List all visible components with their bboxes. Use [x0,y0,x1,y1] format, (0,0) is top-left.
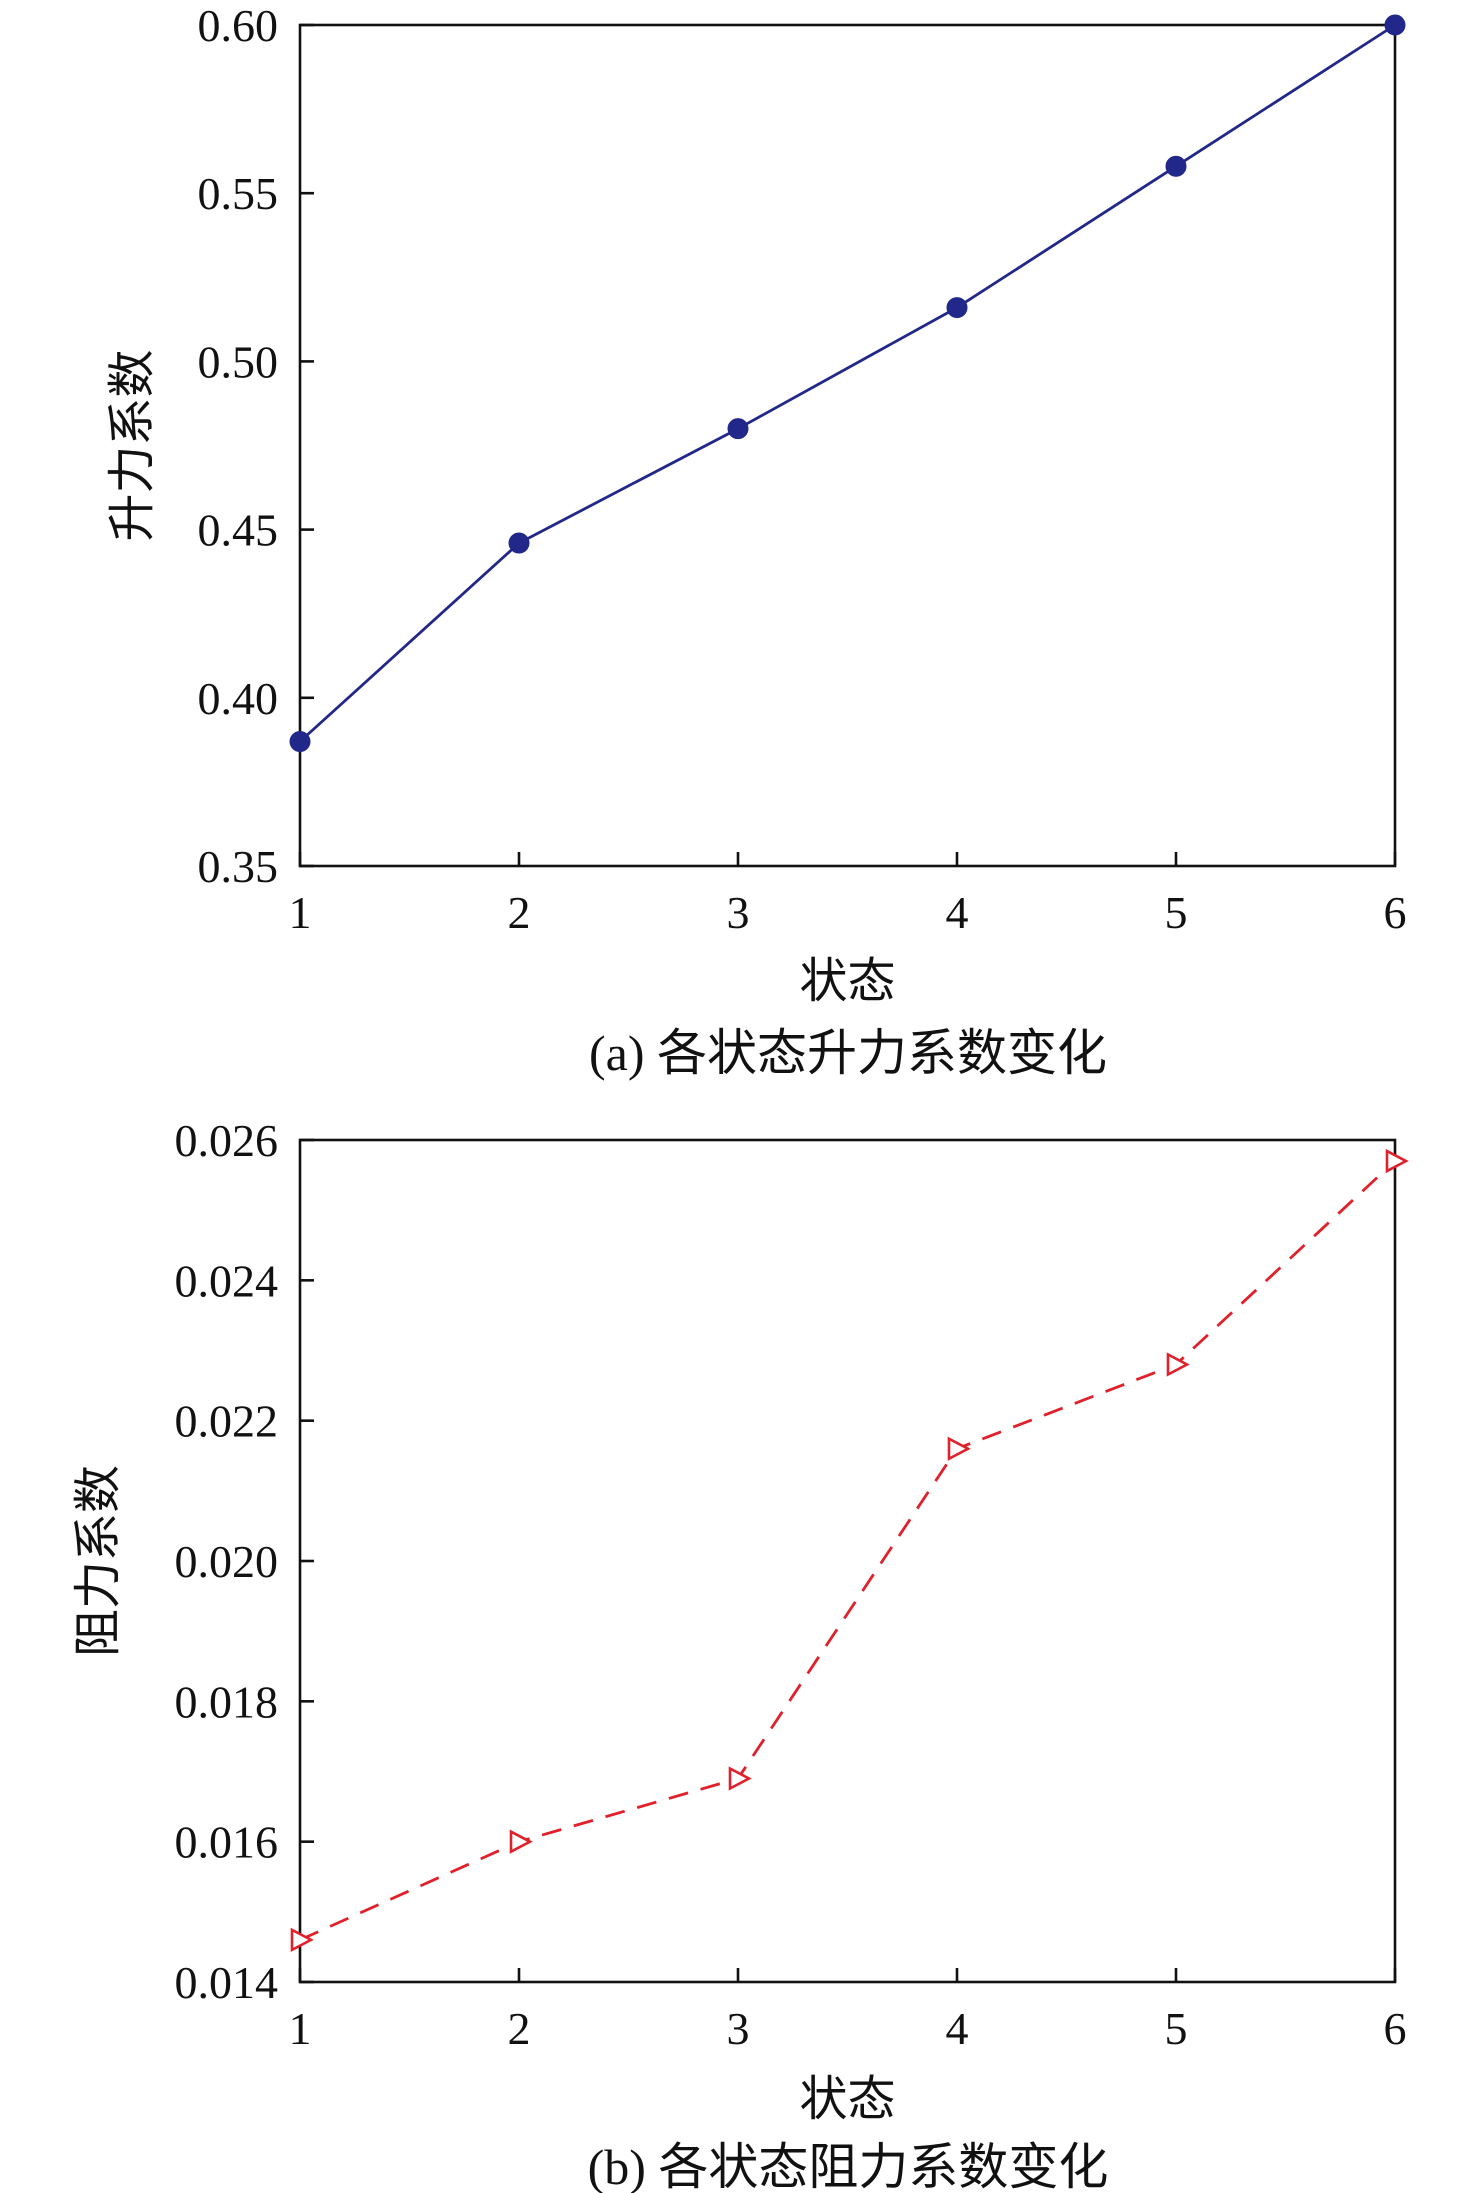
y-tick-label: 0.014 [175,1957,279,2008]
data-point [508,532,530,554]
x-tick-label: 6 [1384,2003,1407,2054]
plot-frame [298,23,1397,868]
plot-frame [298,1138,1397,1984]
series-line [299,23,1396,743]
drag-coefficient-panel: 0.014 0.016 0.018 0.020 0.022 0.024 0.026 1 2 3 4 5… [72,1115,1409,2193]
y-tick-label: 0.45 [198,505,279,556]
data-point [1165,155,1187,177]
x-tick-label: 2 [508,887,531,938]
data-point [290,1927,314,1953]
x-tick-label: 2 [508,2003,531,2054]
y-tick-label: 0.022 [175,1396,279,1447]
panel-caption: (a) 各状态升力系数变化 [589,1025,1107,1081]
data-point [946,297,968,319]
data-point [727,418,749,440]
y-axis-title: 升力系数 [106,349,159,541]
data-point [947,1436,971,1461]
x-tick-label: 3 [727,2003,750,2054]
y-tick-label: 0.55 [198,168,279,219]
y-tick-label: 0.026 [175,1115,279,1166]
x-axis-title: 状态 [799,2073,895,2126]
y-tick-label: 0.60 [198,0,279,51]
x-tick-label: 4 [946,2003,969,2054]
panel-caption: (b) 各状态阻力系数变化 [588,2139,1109,2193]
y-tick-label: 0.020 [175,1536,279,1587]
x-tick-label: 5 [1165,2003,1188,2054]
x-tick-label: 1 [289,887,312,938]
x-tick-label: 6 [1384,887,1407,938]
data-point [1166,1352,1190,1377]
y-axis-title: 阻力系数 [72,1465,125,1657]
series-line [299,1159,1396,1942]
x-tick-label: 3 [727,887,750,938]
y-tick-label: 0.018 [175,1676,279,1727]
y-tick-label: 0.35 [198,841,279,892]
y-tick-label: 0.40 [198,673,279,724]
data-point [1385,1148,1409,1174]
data-point [509,1829,533,1854]
x-tick-label: 4 [946,887,969,938]
y-tick-label: 0.016 [175,1817,279,1868]
y-tick-label: 0.024 [175,1255,279,1306]
data-point [1384,14,1406,36]
x-tick-label: 1 [289,2003,312,2054]
lift-coefficient-panel: 0.35 0.40 0.45 0.50 0.55 0.60 1 2 3 4 5 6 状态 升力系数 (a) … [106,0,1407,1081]
x-axis-title: 状态 [799,955,895,1008]
data-point [728,1766,752,1791]
y-tick-label: 0.50 [198,336,279,387]
x-tick-label: 5 [1165,887,1188,938]
data-point [289,731,311,753]
